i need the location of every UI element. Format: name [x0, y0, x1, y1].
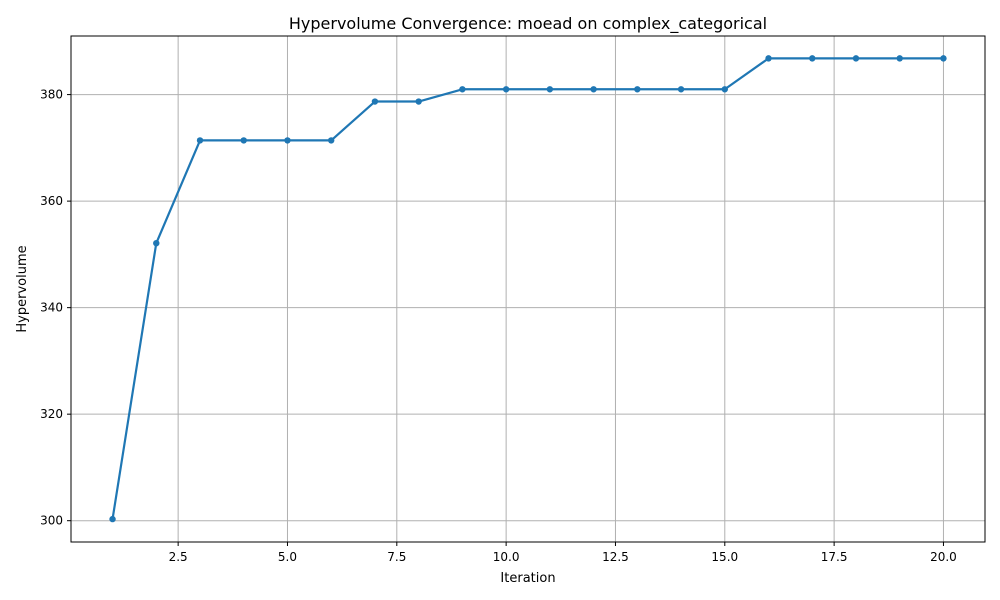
x-tick-label: 5.0 [278, 550, 297, 564]
y-axis-label: Hypervolume [15, 245, 30, 332]
data-point [634, 86, 641, 93]
x-tick-label: 12.5 [602, 550, 629, 564]
data-point [590, 86, 597, 93]
data-point [459, 86, 466, 93]
data-point [809, 55, 816, 62]
data-point [721, 86, 728, 93]
data-point [765, 55, 772, 62]
x-tick-label: 15.0 [711, 550, 738, 564]
x-axis-label: Iteration [500, 571, 555, 586]
data-point [109, 515, 116, 523]
data-point [415, 98, 422, 105]
y-tick-label: 360 [40, 194, 63, 208]
y-tick-label: 320 [40, 407, 63, 421]
data-point [328, 137, 335, 144]
data-point [940, 55, 947, 62]
series [109, 55, 947, 523]
data-point [240, 137, 247, 144]
y-tick-label: 380 [40, 88, 63, 102]
data-point [852, 55, 860, 62]
chart-title: Hypervolume Convergence: moead on comple… [289, 14, 767, 34]
data-point [546, 86, 554, 93]
x-tick-label: 7.5 [387, 550, 406, 564]
data-point [196, 137, 204, 144]
data-point [896, 55, 903, 62]
data-point [153, 239, 160, 247]
grid [71, 36, 985, 542]
x-tick-label: 17.5 [821, 550, 848, 564]
data-point [502, 86, 510, 93]
data-point [284, 137, 291, 144]
series-line [111, 57, 945, 521]
y-tick-label: 300 [40, 514, 63, 528]
plot-area-frame [70, 35, 986, 543]
x-tick-label: 2.5 [169, 550, 188, 564]
data-point [677, 86, 685, 93]
y-tick-label: 340 [40, 301, 63, 315]
x-tick-label: 20.0 [930, 550, 957, 564]
x-tick-label: 10.0 [493, 550, 520, 564]
axis-ticks: 2.5 5.0 7.5 10.0 12.5 15.0 17.5 20.0 300 320 340 36… [40, 88, 957, 564]
data-point [371, 98, 379, 105]
